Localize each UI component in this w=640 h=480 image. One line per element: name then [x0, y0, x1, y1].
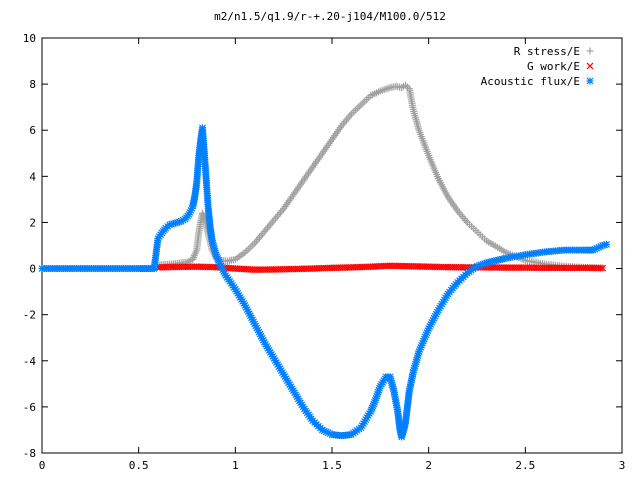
- legend: R stress/E G work/E Acoustic flux/E: [481, 45, 594, 88]
- y-tick-label: 2: [29, 216, 36, 229]
- x-tick-label: 2.5: [515, 459, 535, 472]
- data-marks: [38, 81, 611, 441]
- y-tick-label: -6: [23, 401, 36, 414]
- legend-marker: [586, 62, 594, 70]
- chart-title: m2/n1.5/q1.9/r-+.20-j104/M100.0/512: [214, 10, 446, 23]
- axes: 0 0.5 1 1.5 2 2.5 3 -8 -6 -4 -2 0 2 4 6 8 10: [23, 32, 626, 472]
- y-tick-label: 10: [23, 32, 36, 45]
- legend-label: R stress/E: [514, 45, 580, 58]
- y-tick-label: 8: [29, 78, 36, 91]
- data-point: [198, 209, 206, 217]
- x-tick-label: 0: [39, 459, 46, 472]
- legend-marker: [586, 77, 594, 85]
- legend-label: G work/E: [527, 60, 580, 73]
- data-point: [597, 264, 604, 272]
- x-tick-label: 1: [232, 459, 239, 472]
- y-tick-label: 4: [29, 170, 36, 183]
- data-point: [599, 264, 607, 272]
- y-tick-label: -2: [23, 309, 36, 322]
- y-tick-label: -8: [23, 447, 36, 460]
- y-tick-label: -4: [23, 355, 37, 368]
- data-point: [603, 240, 611, 248]
- plot-frame: [41, 37, 623, 454]
- y-tick-label: 0: [29, 263, 36, 276]
- x-tick-label: 2: [425, 459, 432, 472]
- legend-label: Acoustic flux/E: [481, 75, 580, 88]
- x-tick-label: 1.5: [322, 459, 342, 472]
- legend-marker: [586, 47, 594, 55]
- series-1: [154, 81, 607, 272]
- y-tick-label: 6: [29, 124, 36, 137]
- series-3: [38, 124, 611, 441]
- x-tick-label: 3: [619, 459, 626, 472]
- x-tick-label: 0.5: [129, 459, 149, 472]
